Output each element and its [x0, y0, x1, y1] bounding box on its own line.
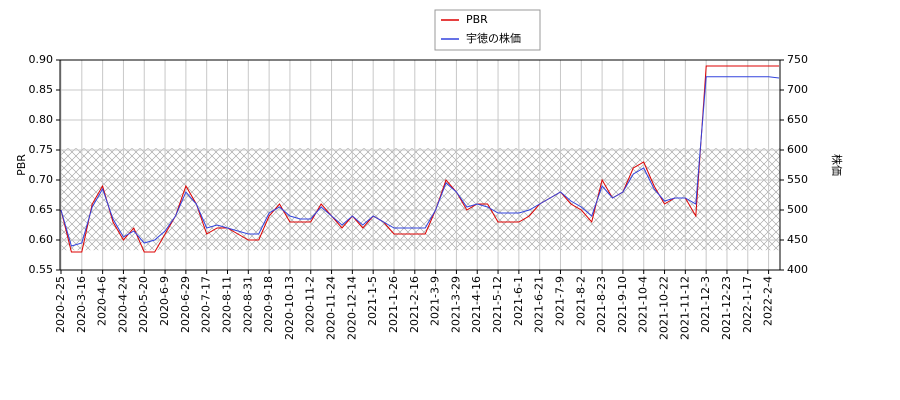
- plot-frame: [59, 59, 781, 271]
- y-tick-label: 0.75: [29, 143, 54, 156]
- legend-label: 宇徳の株価: [466, 31, 521, 45]
- x-tick-label: 2021-4-16: [470, 276, 483, 333]
- x-tick-label: 2021-8-23: [595, 276, 608, 333]
- y-tick-label: 0.85: [29, 83, 54, 96]
- legend-box: [434, 9, 541, 51]
- y-tick-label: 0.70: [29, 173, 54, 186]
- x-tick-label: 2021-10-4: [637, 276, 650, 333]
- x-tick-label: 2021-10-22: [658, 276, 671, 340]
- x-tick-label: 2021-1-26: [387, 276, 400, 333]
- shaded-band: [60, 148, 780, 251]
- x-tick-label: 2020-4-6: [96, 276, 109, 326]
- y2-tick-label: 750: [787, 53, 808, 66]
- y2-tick-label: 450: [787, 233, 808, 246]
- x-tick-label: 2021-7-9: [553, 276, 566, 326]
- x-tick-label: 2021-5-12: [491, 276, 504, 333]
- x-tick-label: 2021-9-10: [616, 276, 629, 333]
- y2-tick-label: 400: [787, 263, 808, 276]
- x-tick-label: 2021-6-1: [512, 276, 525, 326]
- x-tick-label: 2021-1-5: [366, 276, 379, 326]
- y-tick-label: 0.60: [29, 233, 54, 246]
- x-tick-label: 2020-4-24: [116, 276, 129, 333]
- x-tick-label: 2020-11-2: [304, 276, 317, 333]
- y-tick-label: 0.65: [29, 203, 54, 216]
- x-tick-label: 2020-9-18: [262, 276, 275, 333]
- y-tick-label: 0.80: [29, 113, 54, 126]
- series-line: [60, 76, 780, 247]
- x-tick-label: 2020-11-24: [325, 276, 338, 340]
- x-tick-label: 2021-8-2: [574, 276, 587, 326]
- x-tick-label: 2020-2-25: [54, 276, 67, 333]
- y2-tick-label: 550: [787, 173, 808, 186]
- x-tick-label: 2021-12-23: [720, 276, 733, 340]
- x-tick-label: 2021-3-29: [449, 276, 462, 333]
- x-tick-label: 2021-12-3: [699, 276, 712, 333]
- y-tick-label: 0.90: [29, 53, 54, 66]
- x-tick-label: 2020-3-16: [75, 276, 88, 333]
- x-tick-label: 2022-1-17: [741, 276, 754, 333]
- x-tick-label: 2020-10-13: [283, 276, 296, 340]
- y2-tick-label: 650: [787, 113, 808, 126]
- x-tick-label: 2020-7-17: [200, 276, 213, 333]
- x-tick-label: 2021-3-9: [429, 276, 442, 326]
- x-tick-label: 2021-2-16: [408, 276, 421, 333]
- x-tick-label: 2020-6-9: [158, 276, 171, 326]
- y2-tick-label: 600: [787, 143, 808, 156]
- x-tick-label: 2020-8-31: [241, 276, 254, 333]
- x-tick-label: 2020-12-14: [345, 276, 358, 340]
- y2-axis-label: 株価: [830, 154, 844, 176]
- x-tick-label: 2021-11-12: [678, 276, 691, 340]
- x-tick-label: 2021-6-21: [533, 276, 546, 333]
- x-tick-label: 2020-8-11: [220, 276, 233, 333]
- y-tick-label: 0.55: [29, 263, 54, 276]
- x-tick-label: 2020-5-20: [137, 276, 150, 333]
- y2-tick-label: 500: [787, 203, 808, 216]
- y-axis-label: PBR: [15, 154, 28, 176]
- y2-tick-label: 700: [787, 83, 808, 96]
- legend-label: PBR: [466, 13, 488, 26]
- x-tick-label: 2022-2-4: [762, 276, 775, 326]
- x-tick-label: 2020-6-29: [179, 276, 192, 333]
